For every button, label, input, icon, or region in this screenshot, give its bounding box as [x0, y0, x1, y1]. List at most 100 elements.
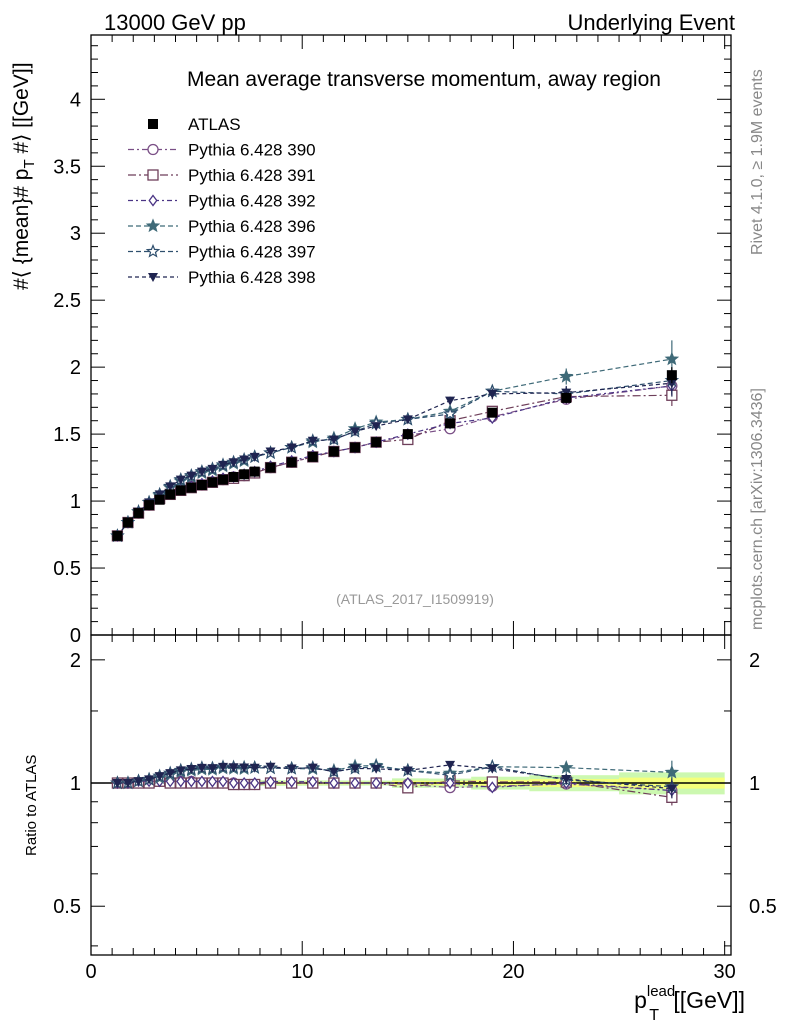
main-series-layer — [110, 340, 680, 543]
data-point-p396 — [664, 351, 680, 366]
legend-marker-p397 — [145, 243, 161, 258]
series-line-p396 — [116, 358, 672, 537]
y-axis-label: #⟨ {mean}# pT #⟩ [[GeV]] — [10, 62, 38, 290]
data-point-atlas — [350, 442, 361, 453]
ratio-y-axis-label: Ratio to ATLAS — [23, 755, 40, 856]
data-point-atlas — [165, 489, 176, 500]
ratio-point-p392 — [445, 776, 455, 790]
data-point-atlas — [487, 407, 498, 418]
y-tick-label: 1 — [70, 491, 81, 513]
data-point-atlas — [196, 480, 207, 490]
y-tick-label: 2.5 — [53, 290, 81, 312]
ratio-tick-label-right: 2 — [749, 650, 760, 672]
ratio-point-p398 — [175, 766, 186, 776]
ratio-series-layer — [110, 757, 680, 806]
ratio-point-p392 — [197, 775, 207, 788]
x-tick-label: 0 — [85, 961, 96, 983]
series-line-p392 — [116, 385, 672, 537]
ratio-point-p398 — [133, 777, 144, 787]
legend-label-atlas: ATLAS — [188, 115, 241, 134]
series-p391 — [111, 384, 678, 542]
ratio-tick-label-right: 1 — [749, 773, 760, 795]
legend-marker-p396 — [145, 218, 161, 233]
ratio-point-p392 — [176, 775, 186, 788]
header-right-label: Underlying Event — [567, 10, 735, 35]
data-point-atlas — [402, 429, 413, 440]
y-axis-label-end: #⟩ [[GeV]] — [10, 62, 33, 159]
data-point-p398 — [165, 482, 176, 492]
data-point-p398 — [207, 464, 218, 474]
y-tick-label: 0.5 — [53, 558, 81, 580]
legend-label-p390: Pythia 6.428 390 — [188, 141, 316, 160]
data-point-p398 — [175, 475, 186, 485]
legend-label-p397: Pythia 6.428 397 — [188, 243, 316, 262]
ratio-point-p398 — [112, 779, 123, 789]
data-point-p398 — [328, 435, 339, 445]
mcplots-label: mcplots.cern.ch [arXiv:1306.3436] — [749, 388, 766, 630]
ratio-point-p392 — [403, 776, 413, 790]
rivet-version-label: Rivet 4.1.0, ≥ 1.9M events — [749, 69, 766, 255]
data-point-p398 — [249, 452, 260, 462]
legend-label-p392: Pythia 6.428 392 — [188, 192, 316, 211]
data-point-p398 — [228, 458, 239, 468]
x-tick-label: 20 — [502, 961, 524, 983]
series-line-p397 — [116, 379, 672, 537]
data-point-p398 — [445, 396, 456, 406]
data-point-p398 — [666, 379, 677, 389]
plot-title: Mean average transverse momentum, away r… — [187, 68, 661, 91]
legend-marker-p390 — [147, 143, 159, 156]
ratio-point-p398 — [371, 764, 382, 774]
ratio-tick-label-left: 0.5 — [53, 896, 81, 918]
legend-marker-p392 — [148, 194, 158, 207]
ratio-point-p398 — [249, 763, 260, 773]
ratio-point-p398 — [666, 784, 677, 794]
ratio-point-p397 — [442, 767, 458, 782]
ratio-point-p398 — [350, 764, 361, 774]
ratio-point-p396 — [664, 764, 680, 779]
legend-marker-atlas — [148, 119, 158, 129]
ratio-point-p398 — [218, 762, 229, 772]
data-point-atlas — [666, 370, 677, 381]
ratio-point-p398 — [328, 767, 339, 777]
ratio-tick-label-left: 1 — [70, 773, 81, 795]
ratio-point-p398 — [445, 760, 456, 770]
ratio-point-p392 — [250, 776, 260, 790]
data-point-p398 — [186, 471, 197, 481]
ratio-point-p398 — [561, 775, 572, 785]
ratio-plot-frame — [90, 634, 732, 956]
data-point-p398 — [265, 447, 276, 457]
legend-label-p398: Pythia 6.428 398 — [188, 268, 316, 287]
data-point-atlas — [175, 485, 186, 496]
ratio-point-p398 — [165, 769, 176, 779]
data-point-p398 — [239, 455, 250, 465]
x-tick-label: 10 — [291, 961, 313, 983]
legend-label-p391: Pythia 6.428 391 — [188, 166, 316, 185]
series-p392 — [112, 376, 677, 542]
ratio-point-p392 — [287, 775, 297, 788]
ratio-tick-label-right: 0.5 — [749, 896, 777, 918]
ratio-point-p398 — [265, 762, 276, 772]
header-left-label: 13000 GeV pp — [104, 10, 246, 35]
y-tick-label: 4 — [70, 89, 81, 111]
data-point-atlas — [561, 392, 572, 403]
legend-label-p396: Pythia 6.428 396 — [188, 217, 316, 236]
series-line-p398 — [116, 382, 672, 537]
ratio-point-p398 — [307, 763, 318, 773]
series-line-p391 — [116, 394, 672, 537]
x-tick-label: 30 — [714, 961, 736, 983]
data-point-p398 — [286, 443, 297, 453]
ratio-point-p398 — [144, 775, 155, 785]
legend: ATLAS Pythia 6.428 390 Pythia 6.428 391 Pyt… — [128, 115, 316, 287]
data-point-p398 — [487, 389, 498, 399]
data-point-atlas — [133, 508, 144, 519]
data-point-atlas — [286, 457, 297, 468]
y-tick-label: 0 — [70, 625, 81, 647]
data-point-atlas — [122, 517, 133, 528]
ratio-point-p398 — [207, 764, 218, 774]
data-point-p397 — [442, 406, 458, 421]
ratio-point-p392 — [350, 776, 360, 790]
ratio-point-p392 — [207, 775, 218, 788]
ratio-point-p398 — [196, 763, 207, 773]
ratio-point-p396 — [558, 760, 574, 774]
x-axis-label-sub: T — [649, 1007, 659, 1024]
